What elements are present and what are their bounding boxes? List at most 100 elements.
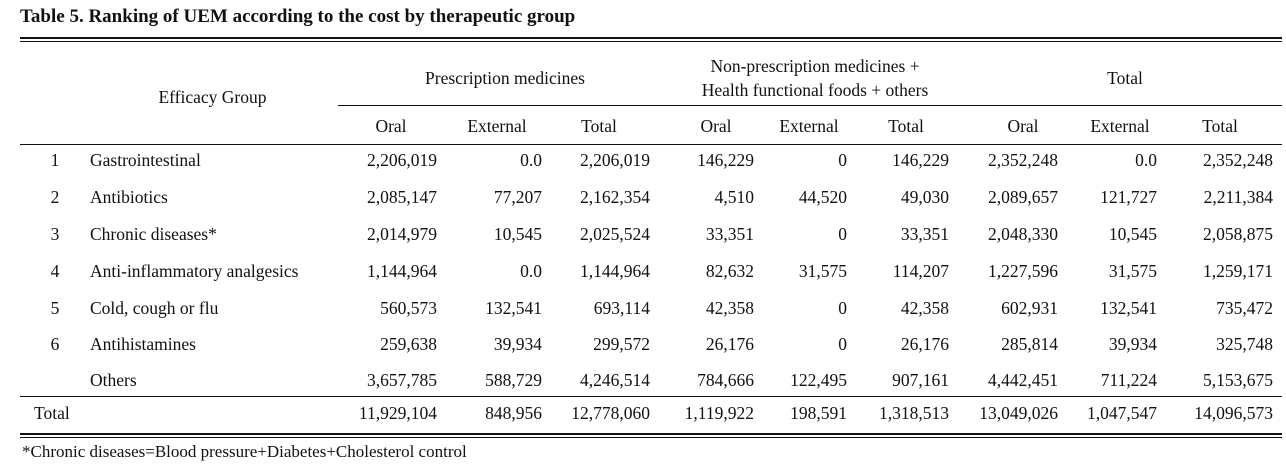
header-total-group: Total [1107,68,1143,88]
row-value: 2,058,875 [1203,224,1273,244]
row-value: 146,229 [697,150,754,170]
row-value: 0.0 [520,261,542,281]
row-value: 285,814 [1001,334,1058,354]
row-value: 10,545 [493,224,542,244]
subheader-7: External [1090,116,1150,136]
row-value: 42,358 [705,298,754,318]
row-rank: 1 [50,150,60,170]
header-nonprescription-line1: Non-prescription medicines + [710,56,920,76]
row-value: 2,089,657 [988,187,1058,207]
row-value: 2,025,524 [580,224,650,244]
header-bottom-rule [20,144,1282,145]
row-value: 33,351 [705,224,754,244]
row-value: 560,573 [380,298,437,318]
row-value: 784,666 [697,370,754,390]
total-value: 14,096,573 [1194,403,1273,423]
row-rank: 2 [50,187,60,207]
row-value: 3,657,785 [367,370,437,390]
top-rule-thin [20,41,1282,42]
row-value: 1,144,964 [580,261,650,281]
row-value: 146,229 [892,150,949,170]
row-value: 259,638 [380,334,437,354]
row-value: 122,495 [790,370,847,390]
row-rank: 5 [50,298,60,318]
subheader-rule [338,105,1282,106]
row-group-name: Gastrointestinal [90,150,201,170]
table-title: Table 5. Ranking of UEM according to the… [20,6,576,27]
row-value: 2,206,019 [367,150,437,170]
row-value: 39,934 [1108,334,1157,354]
row-value: 4,246,514 [580,370,650,390]
row-value: 0.0 [1135,150,1157,170]
row-value: 132,541 [1100,298,1157,318]
total-top-rule [20,396,1282,397]
row-value: 132,541 [485,298,542,318]
subheader-3: Oral [700,116,732,136]
row-value: 325,748 [1216,334,1273,354]
row-value: 2,206,019 [580,150,650,170]
total-value: 11,929,104 [358,403,437,423]
row-group-name: Others [90,370,137,390]
row-value: 588,729 [485,370,542,390]
row-value: 4,442,451 [988,370,1058,390]
header-efficacy-group: Efficacy Group [158,87,267,107]
row-value: 2,352,248 [1203,150,1273,170]
subheader-5: Total [888,116,924,136]
top-rule [20,37,1282,39]
row-value: 77,207 [493,187,542,207]
row-value: 33,351 [900,224,949,244]
row-value: 2,162,354 [580,187,650,207]
row-value: 2,352,248 [988,150,1058,170]
row-group-name: Chronic diseases* [90,224,217,244]
row-value: 1,144,964 [367,261,437,281]
row-value: 907,161 [892,370,949,390]
row-value: 5,153,675 [1203,370,1273,390]
total-value: 848,956 [485,403,542,423]
row-value: 0.0 [520,150,542,170]
row-value: 693,114 [593,298,650,318]
row-group-name: Antibiotics [90,187,168,207]
subheader-1: External [467,116,527,136]
row-value: 121,727 [1100,187,1157,207]
subheader-2: Total [581,116,617,136]
row-value: 44,520 [798,187,847,207]
total-value: 1,119,922 [684,403,754,423]
row-value: 299,572 [593,334,650,354]
row-value: 31,575 [1108,261,1157,281]
row-value: 10,545 [1108,224,1157,244]
row-value: 0 [838,224,847,244]
row-value: 26,176 [900,334,949,354]
row-value: 0 [838,334,847,354]
subheader-6: Oral [1007,116,1039,136]
row-rank: 3 [50,224,60,244]
total-value: 12,778,060 [571,403,650,423]
row-value: 735,472 [1216,298,1273,318]
footnote: *Chronic diseases=Blood pressure+Diabete… [22,442,467,461]
row-value: 711,224 [1100,370,1157,390]
total-value: 198,591 [790,403,847,423]
row-value: 4,510 [714,187,754,207]
row-value: 2,048,330 [988,224,1058,244]
row-value: 1,227,596 [988,261,1058,281]
bottom-rule [20,433,1282,435]
total-value: 1,318,513 [879,403,949,423]
row-value: 2,211,384 [1203,187,1273,207]
row-rank: 6 [50,334,60,354]
header-prescription: Prescription medicines [425,68,585,88]
total-label: Total [34,403,70,423]
row-value: 0 [838,150,847,170]
row-value: 114,207 [892,261,949,281]
header-nonprescription-line2: Health functional foods + others [701,80,929,100]
row-value: 42,358 [900,298,949,318]
row-value: 39,934 [493,334,542,354]
row-value: 49,030 [900,187,949,207]
row-value: 31,575 [798,261,847,281]
row-value: 0 [838,298,847,318]
row-value: 2,014,979 [367,224,437,244]
row-rank: 4 [50,261,60,281]
row-group-name: Antihistamines [90,334,196,354]
row-value: 82,632 [705,261,754,281]
row-value: 1,259,171 [1203,261,1273,281]
bottom-rule-thin [20,437,1282,438]
row-value: 2,085,147 [367,187,437,207]
